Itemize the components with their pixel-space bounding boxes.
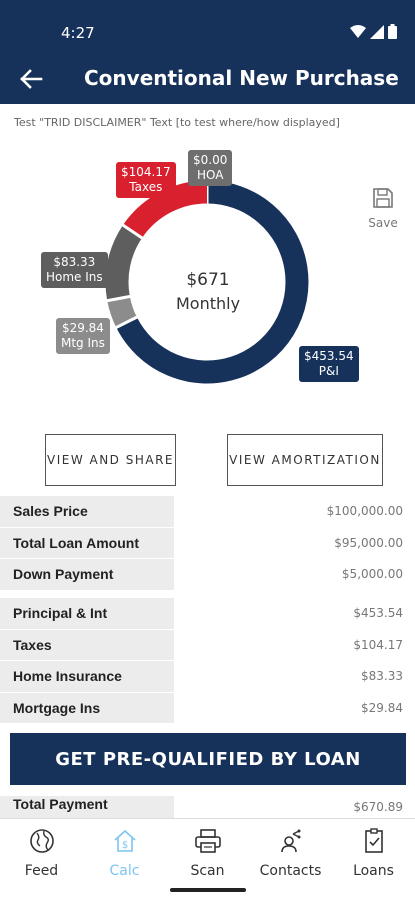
nav-label: Loans xyxy=(353,863,394,879)
table-row: Total Loan Amount $95,000.00 xyxy=(0,527,415,559)
donut-slice-taxes xyxy=(122,180,208,239)
page-title: Conventional New Purchase xyxy=(84,66,399,90)
row-value: $83.33 xyxy=(174,661,415,692)
payment-breakdown-table: Principal & Int $453.54 Taxes $104.17 Home… xyxy=(0,598,415,724)
donut-slice-p-i xyxy=(116,180,309,384)
get-prequalified-button[interactable]: GET PRE-QUALIFIED BY LOAN xyxy=(10,733,406,785)
row-value: $104.17 xyxy=(174,629,415,660)
app-bar: Conventional New Purchase xyxy=(0,56,415,104)
chart-center-label: Monthly xyxy=(175,294,241,313)
status-bar: 4:27 xyxy=(0,0,415,56)
row-value: $453.54 xyxy=(174,598,415,629)
donut-separator xyxy=(114,315,139,330)
row-label: Home Insurance xyxy=(0,661,174,692)
signal-icon xyxy=(370,24,384,39)
contact-share-icon xyxy=(280,829,300,853)
nav-label: Calc xyxy=(109,863,140,879)
row-label: Total Loan Amount xyxy=(0,527,174,558)
tag-pi: $453.54 P&I xyxy=(299,346,359,382)
nav-item-contacts[interactable]: Contacts xyxy=(249,827,332,879)
nav-label: Scan xyxy=(190,863,225,879)
row-label: Down Payment xyxy=(0,559,174,590)
home-indicator xyxy=(170,888,246,892)
table-row: Principal & Int $453.54 xyxy=(0,598,415,630)
table-row: Mortgage Ins $29.84 xyxy=(0,692,415,724)
nav-item-scan[interactable]: Scan xyxy=(166,827,249,879)
row-value: $29.84 xyxy=(174,692,415,723)
view-and-share-button[interactable]: VIEW AND SHARE xyxy=(45,434,176,486)
back-arrow-icon[interactable] xyxy=(18,66,44,92)
table-row: Down Payment $5,000.00 xyxy=(0,559,415,591)
nav-label: Contacts xyxy=(259,863,322,879)
save-button[interactable]: Save xyxy=(366,187,400,230)
view-amortization-button[interactable]: VIEW AMORTIZATION xyxy=(227,434,383,486)
svg-text:$: $ xyxy=(121,840,127,851)
table-row: Home Insurance $83.33 xyxy=(0,661,415,693)
row-value: $5,000.00 xyxy=(174,559,415,590)
tag-taxes: $104.17 Taxes xyxy=(116,162,176,198)
nav-label: Feed xyxy=(24,863,59,879)
row-value: $95,000.00 xyxy=(174,527,415,558)
loan-summary-table: Sales Price $100,000.00 Total Loan Amount… xyxy=(0,496,415,591)
status-time: 4:27 xyxy=(61,24,95,42)
tag-home-ins: $83.33 Home Ins xyxy=(41,252,108,288)
printer-icon xyxy=(194,829,221,853)
row-label: Sales Price xyxy=(0,496,174,527)
table-row: Taxes $104.17 xyxy=(0,629,415,661)
chart-center-amount: $671 xyxy=(186,270,230,290)
total-label: Total Payment xyxy=(0,796,174,818)
trid-disclaimer: Test "TRID DISCLAIMER" Text [to test whe… xyxy=(14,116,340,129)
donut-separator xyxy=(121,223,144,240)
donut-svg xyxy=(105,179,309,384)
globe-icon xyxy=(29,829,54,853)
total-value: $670.89 xyxy=(353,800,403,814)
donut-slice-home-ins xyxy=(105,225,143,301)
row-label: Mortgage Ins xyxy=(0,692,174,723)
donut-slice-mtg-ins xyxy=(107,296,137,328)
battery-icon xyxy=(388,24,397,39)
table-row: Sales Price $100,000.00 xyxy=(0,496,415,528)
nav-item-calc[interactable]: $ Calc xyxy=(83,827,166,879)
save-label: Save xyxy=(368,216,398,230)
nav-item-loans[interactable]: Loans xyxy=(332,827,415,879)
floppy-disk-icon xyxy=(373,188,393,208)
tag-mtg-ins: $29.84 Mtg Ins xyxy=(56,318,110,354)
payment-donut-chart: $671 Monthly $104.17 Taxes $0.00 HOA $83… xyxy=(0,140,415,430)
total-payment-row: Total Payment $670.89 xyxy=(0,796,415,818)
checklist-icon xyxy=(364,828,383,853)
bottom-nav: Feed $ Calc Scan xyxy=(0,818,415,900)
status-icons xyxy=(350,24,397,39)
calculator-house-icon: $ xyxy=(113,829,136,852)
nav-item-feed[interactable]: Feed xyxy=(0,827,83,879)
donut-separator xyxy=(105,294,132,303)
row-label: Taxes xyxy=(0,629,174,660)
tag-hoa: $0.00 HOA xyxy=(188,150,233,186)
row-value: $100,000.00 xyxy=(174,496,415,527)
wifi-icon xyxy=(350,24,366,38)
row-label: Principal & Int xyxy=(0,598,174,629)
